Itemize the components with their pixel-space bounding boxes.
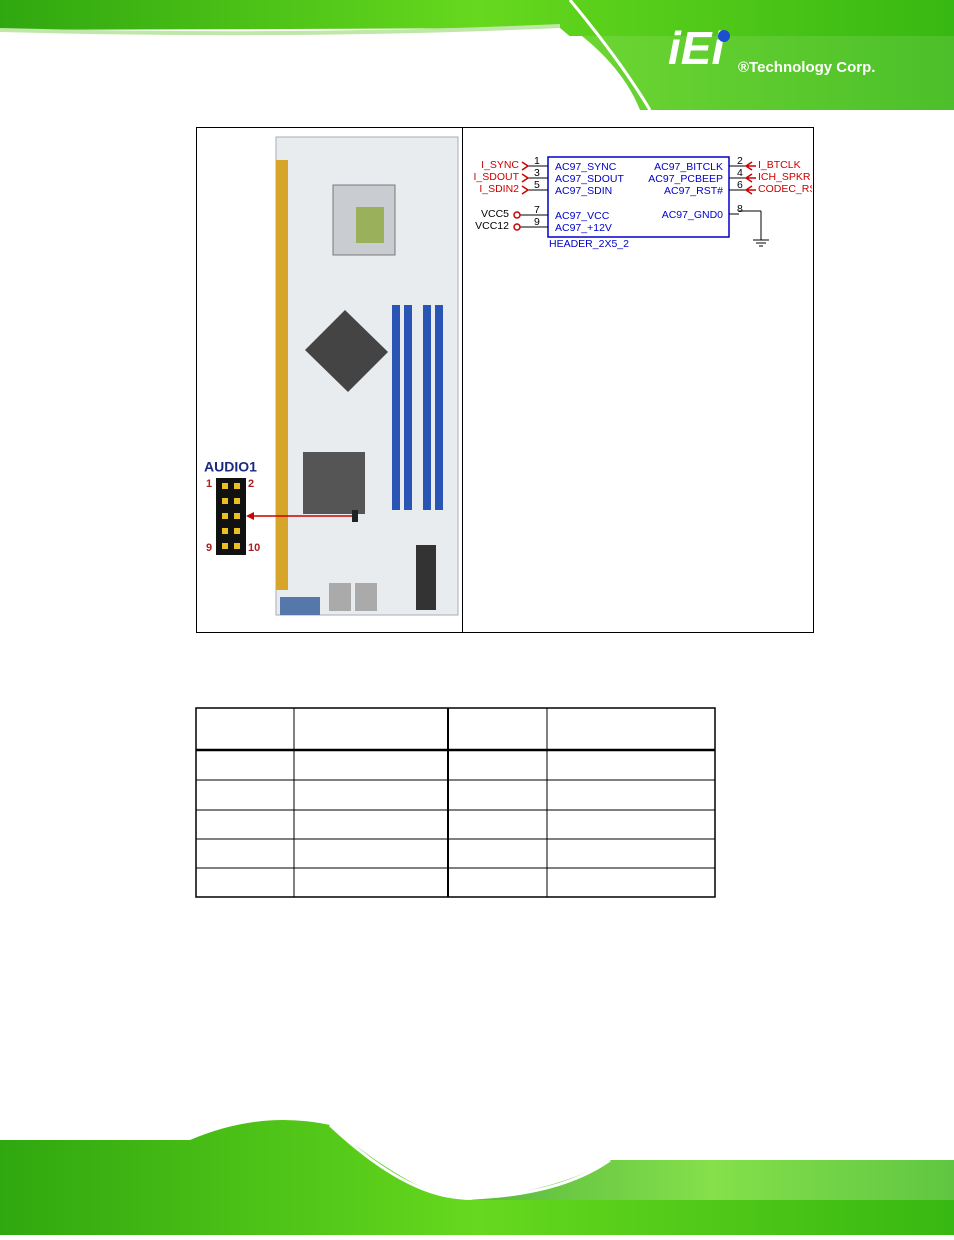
connector-body (216, 478, 246, 555)
board-drawing (275, 136, 459, 616)
schematic: HEADER_2X5_2 1 I_SYNC AC97_SYNC 3 I_SDOUT AC9… (473, 155, 829, 250)
pin (234, 513, 240, 519)
pinout-table (195, 707, 716, 898)
signal-name: AC97_VCC (555, 210, 610, 222)
pin (234, 528, 240, 534)
pin-number: 2 (737, 155, 743, 167)
net-name: I_SYNC (481, 159, 519, 171)
net-name: VCC12 (475, 220, 509, 232)
pin-number: 9 (534, 216, 540, 228)
pin (234, 498, 240, 504)
net-name: I_SDIN2 (479, 183, 519, 195)
logo: iEi (668, 22, 725, 74)
header-band (0, 0, 954, 111)
signal-name: AC97_PCBEEP (648, 173, 723, 185)
power-port (513, 211, 521, 219)
pin-label: 10 (248, 542, 260, 554)
port (744, 173, 756, 183)
pin-label: 2 (248, 478, 254, 490)
tagline: ®Technology Corp. (738, 59, 875, 76)
port (521, 173, 530, 183)
pin (234, 483, 240, 489)
pin (234, 543, 240, 549)
part-name: HEADER_2X5_2 (549, 238, 629, 250)
port (521, 185, 530, 195)
signal-name: AC97_+12V (555, 222, 612, 234)
pin-number: 4 (737, 167, 743, 179)
power-port (513, 223, 521, 231)
net-name: VCC5 (481, 208, 509, 220)
net-name: CODEC_RST# (758, 183, 829, 195)
pin-number: 6 (737, 179, 743, 191)
pin (222, 513, 228, 519)
port (521, 161, 530, 171)
pointer-arrow (246, 512, 254, 520)
logo-dot (718, 30, 730, 42)
pin-number: 3 (534, 167, 540, 179)
footer-band (0, 1120, 954, 1235)
ic-body (547, 156, 730, 238)
figure-frame (196, 127, 814, 633)
pin-number: 5 (534, 179, 540, 191)
connector-label: AUDIO1 (204, 459, 257, 475)
signal-name: AC97_GND0 (662, 209, 723, 221)
connector-pins (222, 483, 240, 549)
signal-name: AC97_SDIN (555, 185, 612, 197)
pin-number: 8 (737, 203, 743, 215)
pin (222, 528, 228, 534)
port (744, 185, 756, 195)
signal-name: AC97_BITCLK (654, 161, 723, 173)
signal-name: AC97_RST# (664, 185, 723, 197)
net-name: I_BTCLK (758, 159, 801, 171)
pin (222, 498, 228, 504)
port (744, 161, 756, 171)
pin-label: 9 (206, 542, 212, 554)
pin (222, 483, 228, 489)
net-name: I_SDOUT (473, 171, 519, 183)
signal-name: AC97_SYNC (555, 161, 617, 173)
net-name: ICH_SPKR (758, 171, 811, 183)
pin-label: 1 (206, 478, 212, 490)
pin (222, 543, 228, 549)
signal-name: AC97_SDOUT (555, 173, 624, 185)
gnd-symbol (753, 239, 769, 247)
pin-number: 1 (534, 155, 540, 167)
pin-number: 7 (534, 204, 540, 216)
